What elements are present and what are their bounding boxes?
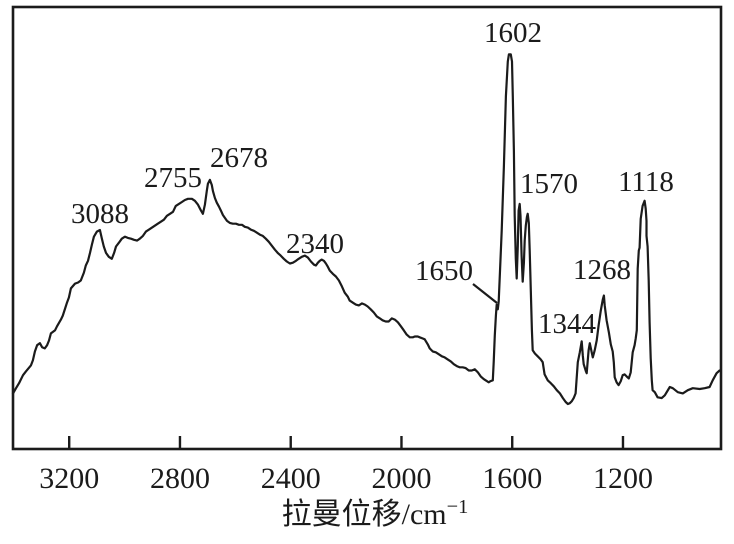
peak-label-1118: 1118 xyxy=(618,166,674,198)
plot-border xyxy=(11,5,723,451)
x-tick-label: 2000 xyxy=(371,462,431,495)
peak-1650-leader-line xyxy=(472,283,498,304)
x-tick-label: 1600 xyxy=(482,462,542,495)
peak-label-1602: 1602 xyxy=(484,17,542,49)
x-tick-label: 1200 xyxy=(593,462,653,495)
spectrum-curve xyxy=(11,53,721,406)
peak-label-1650: 1650 xyxy=(415,255,473,287)
peak-label-1344: 1344 xyxy=(538,308,597,340)
peak-label-3088: 3088 xyxy=(71,198,129,230)
peak-label-2340: 2340 xyxy=(286,228,344,260)
x-axis-title: 拉曼位移/cm−1 xyxy=(282,496,469,531)
x-tick-label: 2800 xyxy=(150,462,210,495)
x-tick-label: 3200 xyxy=(39,462,99,495)
peak-label-1570: 1570 xyxy=(520,168,578,200)
peak-label-2755: 2755 xyxy=(144,162,202,194)
peak-label-2678: 2678 xyxy=(210,142,268,174)
peak-label-1268: 1268 xyxy=(573,254,631,286)
x-tick-label: 2400 xyxy=(261,462,321,495)
